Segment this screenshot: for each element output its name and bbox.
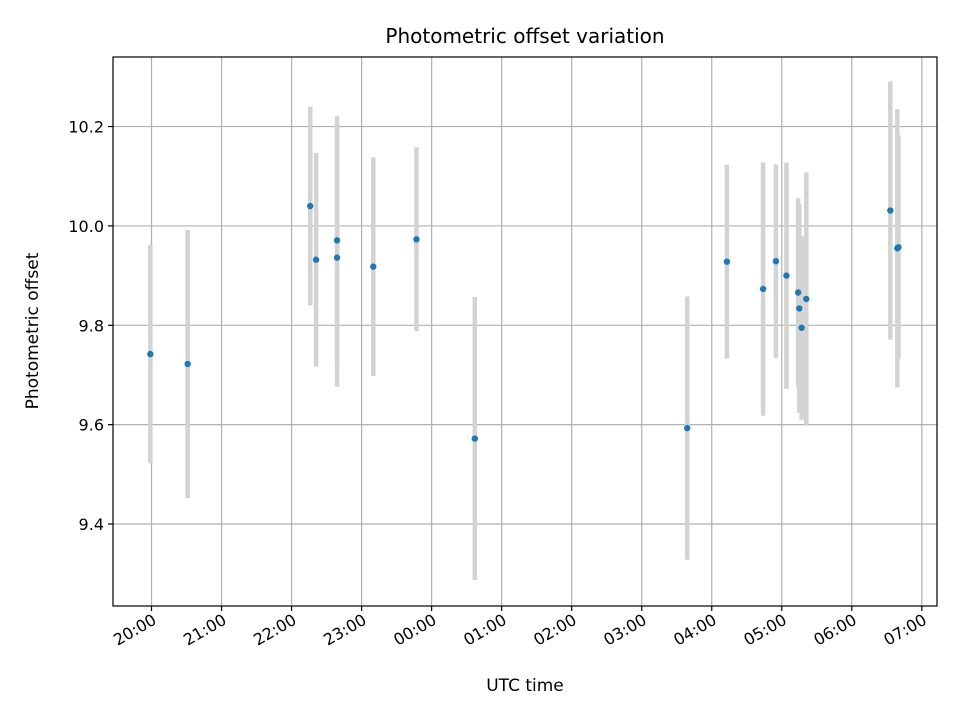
- y-tick-label: 10.2: [68, 118, 104, 137]
- data-point: [184, 360, 191, 368]
- plot-frame: [112, 56, 938, 607]
- data-point: [312, 256, 320, 263]
- data-point: [333, 237, 341, 244]
- y-tick-label: 9.6: [79, 416, 104, 435]
- y-tick-label: 9.8: [79, 316, 104, 335]
- data-point: [803, 295, 810, 303]
- data-point: [798, 324, 805, 331]
- y-tick-label: 10.0: [68, 217, 104, 236]
- x-axis-title: UTC time: [486, 676, 564, 696]
- data-point: [796, 305, 803, 312]
- data-point: [684, 424, 691, 432]
- data-point: [723, 258, 731, 265]
- data-point: [772, 257, 780, 265]
- data-point: [307, 202, 314, 210]
- data-point: [759, 285, 767, 293]
- data-point: [147, 350, 154, 358]
- data-point: [794, 289, 802, 296]
- grid-lines: [113, 57, 937, 606]
- data-point: [895, 244, 902, 251]
- data-point: [333, 254, 341, 261]
- y-tick-label: 9.4: [79, 515, 104, 534]
- data-point: [370, 263, 377, 270]
- data-points: [147, 202, 902, 442]
- data-point: [783, 272, 790, 279]
- chart-title: Photometric offset variation: [385, 24, 664, 48]
- data-point: [413, 236, 420, 243]
- y-axis-title: Photometric offset: [23, 252, 43, 409]
- data-point: [887, 207, 894, 214]
- data-point: [471, 435, 479, 442]
- y-axis-ticks: 9.4 9.6 9.8 10.0 10.2: [68, 118, 113, 534]
